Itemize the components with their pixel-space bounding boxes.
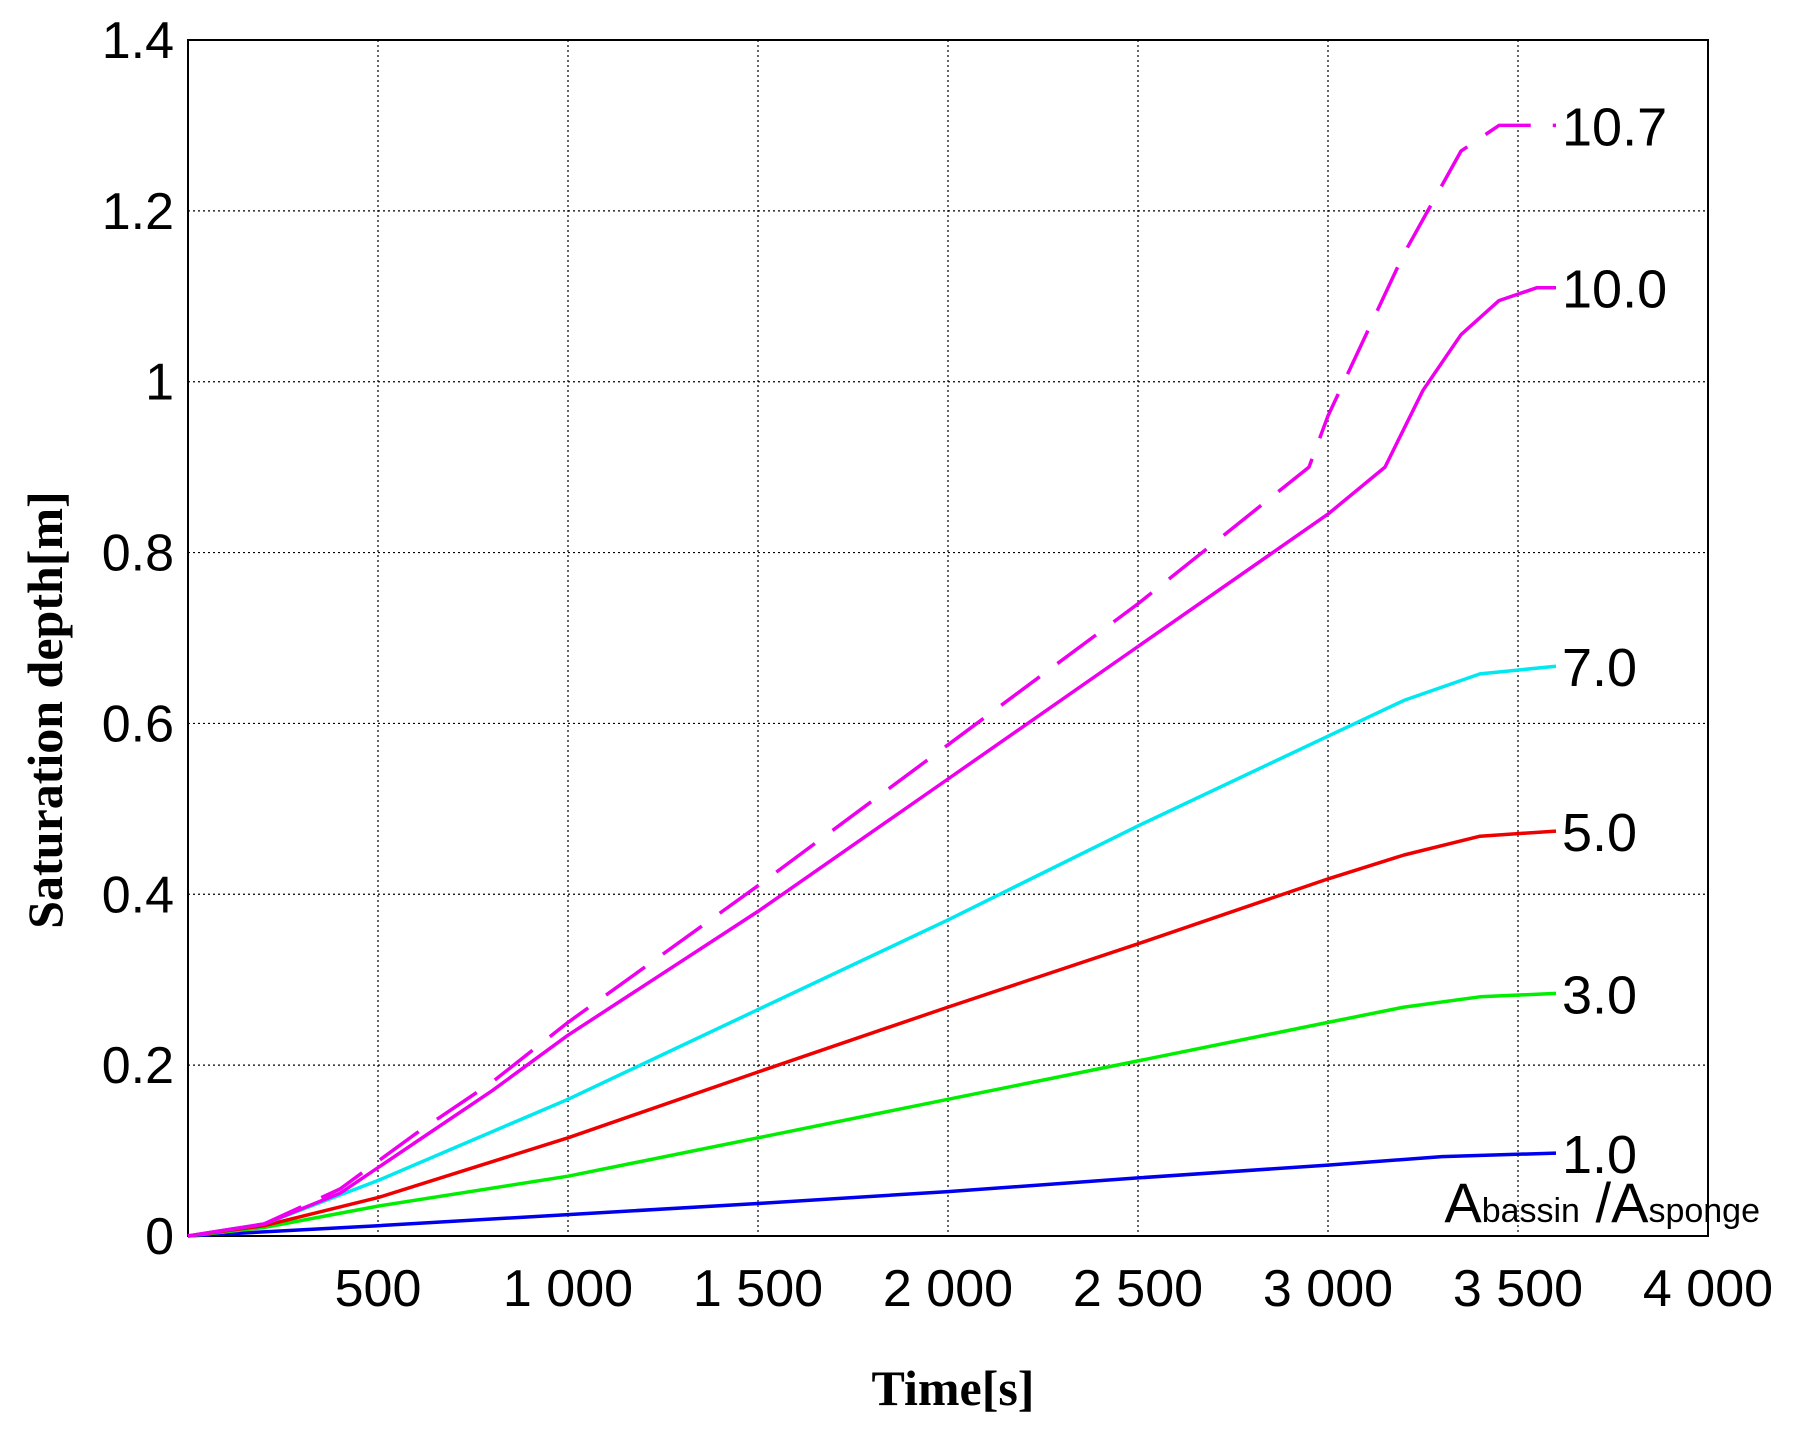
x-tick-label: 2 000 (883, 1260, 1013, 1318)
series-line-5-0 (187, 829, 1557, 1238)
series-group (187, 123, 1557, 1238)
series-label-10-7: 10.7 (1562, 97, 1667, 157)
x-tick-label: 3 500 (1453, 1260, 1583, 1318)
legend-title-sub1: bassin (1482, 1192, 1580, 1230)
y-tick-label: 0.6 (102, 695, 174, 753)
x-tick-label: 1 500 (693, 1260, 823, 1318)
legend-title: Abassin /Asponge (1444, 1171, 1760, 1234)
series-labels: 1.0 3.0 5.0 7.0 10.0 10.7 (1562, 97, 1667, 1185)
x-tick-label: 1 000 (503, 1260, 633, 1318)
series-label-5-0: 5.0 (1562, 803, 1637, 863)
series-label-1-0: 1.0 (1562, 1125, 1637, 1185)
y-tick-label: 1.2 (102, 183, 174, 241)
legend-title-sub2: sponge (1648, 1192, 1760, 1230)
series-line-3-0 (187, 991, 1557, 1238)
x-axis-title: Time[s] (872, 1360, 1035, 1416)
x-tick-label: 500 (335, 1260, 422, 1318)
y-tick-label: 0.8 (102, 525, 174, 583)
y-axis-title: Saturation depth[m] (17, 491, 73, 929)
x-tick-label: 2 500 (1073, 1260, 1203, 1318)
x-tick-label: 3 000 (1263, 1260, 1393, 1318)
series-line-10-7 (187, 123, 1556, 1238)
series-label-7-0: 7.0 (1562, 638, 1637, 698)
legend-title-a2: A (1611, 1171, 1649, 1234)
y-tick-label: 0.4 (102, 866, 174, 924)
x-tick-label: 4 000 (1643, 1260, 1773, 1318)
y-tick-label: 0 (145, 1208, 174, 1266)
legend-title-sep: / (1580, 1171, 1612, 1234)
series-line-1-0 (187, 1151, 1557, 1238)
plot-frame (187, 39, 1709, 1237)
y-tick-label: 1 (145, 354, 174, 412)
series-line-10-0 (187, 285, 1556, 1238)
series-label-3-0: 3.0 (1562, 965, 1637, 1025)
y-tick-label: 1.4 (102, 12, 174, 70)
tick-labels: 500 1 000 1 500 2 000 2 500 3 000 3 500 4 000 0 0… (102, 12, 1773, 1318)
grid-lines (188, 40, 1708, 1236)
series-label-10-0: 10.0 (1562, 260, 1667, 320)
legend-title-a1: A (1444, 1171, 1482, 1234)
y-tick-label: 0.2 (102, 1037, 174, 1095)
